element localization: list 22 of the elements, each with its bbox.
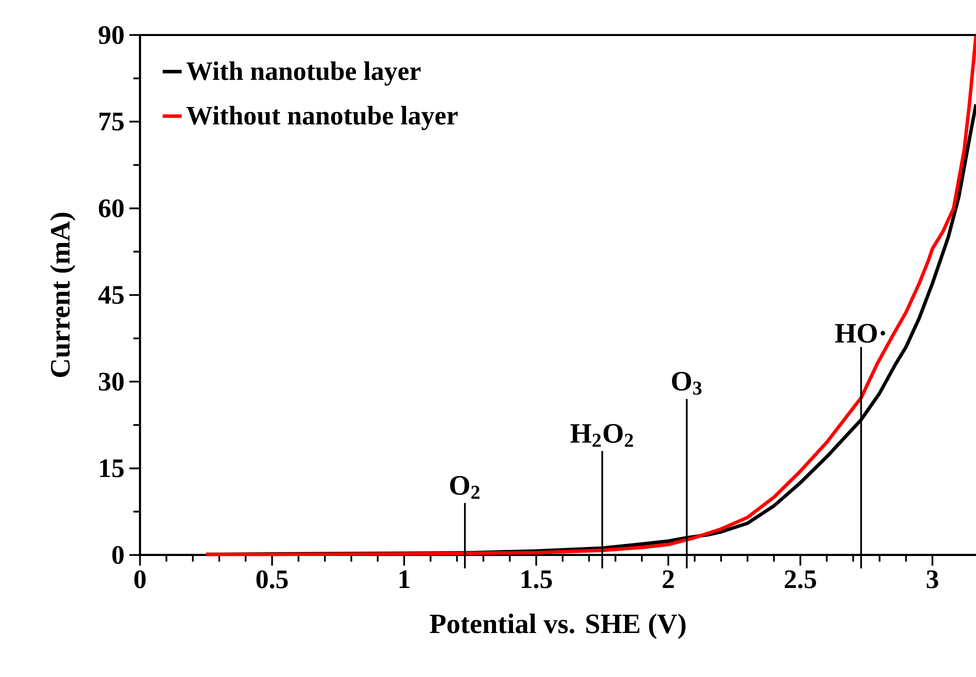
y-tick-label: 75 [99,112,124,131]
x-tick-label: 0 [134,570,146,588]
y-tick-label: 30 [98,372,124,391]
x-tick-label: 2.5 [784,570,816,588]
ref-line-label: O$_{2}$ [450,476,480,499]
y-axis-title: Current (mA) [50,212,76,377]
y-tick-label: 60 [98,199,124,218]
x-axis-title: Potential vs. SHE (V) [430,614,686,640]
y-tick-label: 45 [98,286,124,304]
x-tick-label: 2 [662,570,674,588]
y-tick-label: 15 [100,459,124,478]
x-tick-label: 0.5 [256,570,288,588]
legend-label: With nanotube layer [186,61,421,86]
y-tick-label: 90 [98,26,124,44]
y-tick-label: 0 [112,546,124,564]
x-tick-label: 1.5 [522,570,552,588]
x-tick-label: 3 [926,570,938,588]
x-tick-label: 1 [400,570,410,588]
ref-line-label: O$_{3}$ [672,372,702,395]
legend-label: Without nanotube layer [186,106,458,130]
ref-line-label: HO· [835,324,886,343]
ref-line-label: H$_{2}$O$_{2}$ [570,424,633,447]
